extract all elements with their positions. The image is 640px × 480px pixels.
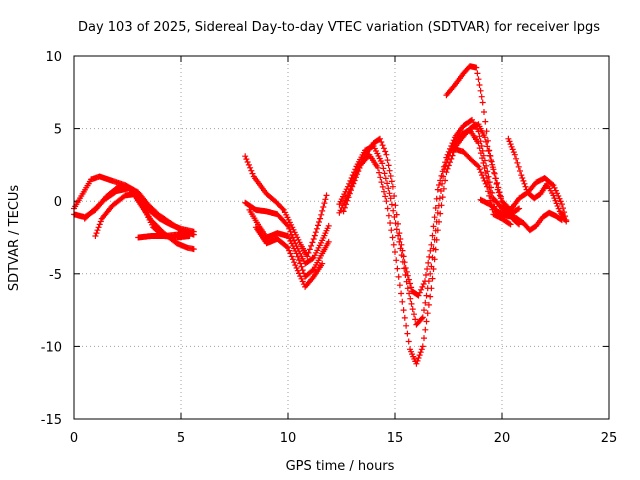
series-track-7 — [242, 199, 332, 267]
data-point-marks — [246, 206, 332, 280]
x-tick-label: 5 — [177, 431, 185, 446]
series-track-11 — [336, 127, 516, 328]
x-axis-label: GPS time / hours — [286, 459, 395, 474]
y-tick-label: 0 — [54, 195, 62, 210]
y-tick-label: -15 — [41, 413, 62, 428]
x-tick-label: 20 — [494, 431, 511, 446]
data-point-marks — [336, 127, 516, 328]
data-point-marks — [477, 196, 565, 234]
data-point-marks — [252, 224, 326, 290]
y-tick-label: 10 — [45, 50, 62, 65]
data-point-marks — [135, 230, 193, 241]
series-track-15 — [505, 135, 570, 225]
y-tick-labels: -15 -10 -5 0 5 10 — [41, 50, 62, 428]
series-track-5 — [135, 230, 193, 241]
series-track-8 — [246, 206, 332, 280]
grid-lines — [74, 56, 609, 419]
series-track-9 — [252, 224, 326, 290]
x-tick-label: 10 — [280, 431, 297, 446]
series-track-6 — [242, 153, 330, 260]
x-tick-labels: 0 5 10 15 20 25 — [70, 431, 617, 446]
data-marks — [71, 63, 570, 367]
data-point-marks — [449, 121, 570, 224]
data-point-marks — [242, 153, 330, 260]
x-tick-label: 15 — [387, 431, 404, 446]
data-point-marks — [242, 199, 332, 267]
series-track-16 — [477, 196, 565, 234]
y-tick-label: -10 — [41, 340, 62, 355]
chart-title: Day 103 of 2025, Sidereal Day-to-day VTE… — [78, 20, 600, 35]
y-tick-label: 5 — [54, 123, 62, 138]
y-tick-label: -5 — [49, 268, 62, 283]
plot-frame — [73, 55, 610, 420]
data-point-marks — [505, 135, 570, 225]
y-axis-label: SDTVAR / TECUs — [7, 185, 22, 292]
series-track-14 — [449, 121, 570, 224]
x-tick-label: 0 — [70, 431, 78, 446]
x-tick-label: 25 — [601, 431, 618, 446]
